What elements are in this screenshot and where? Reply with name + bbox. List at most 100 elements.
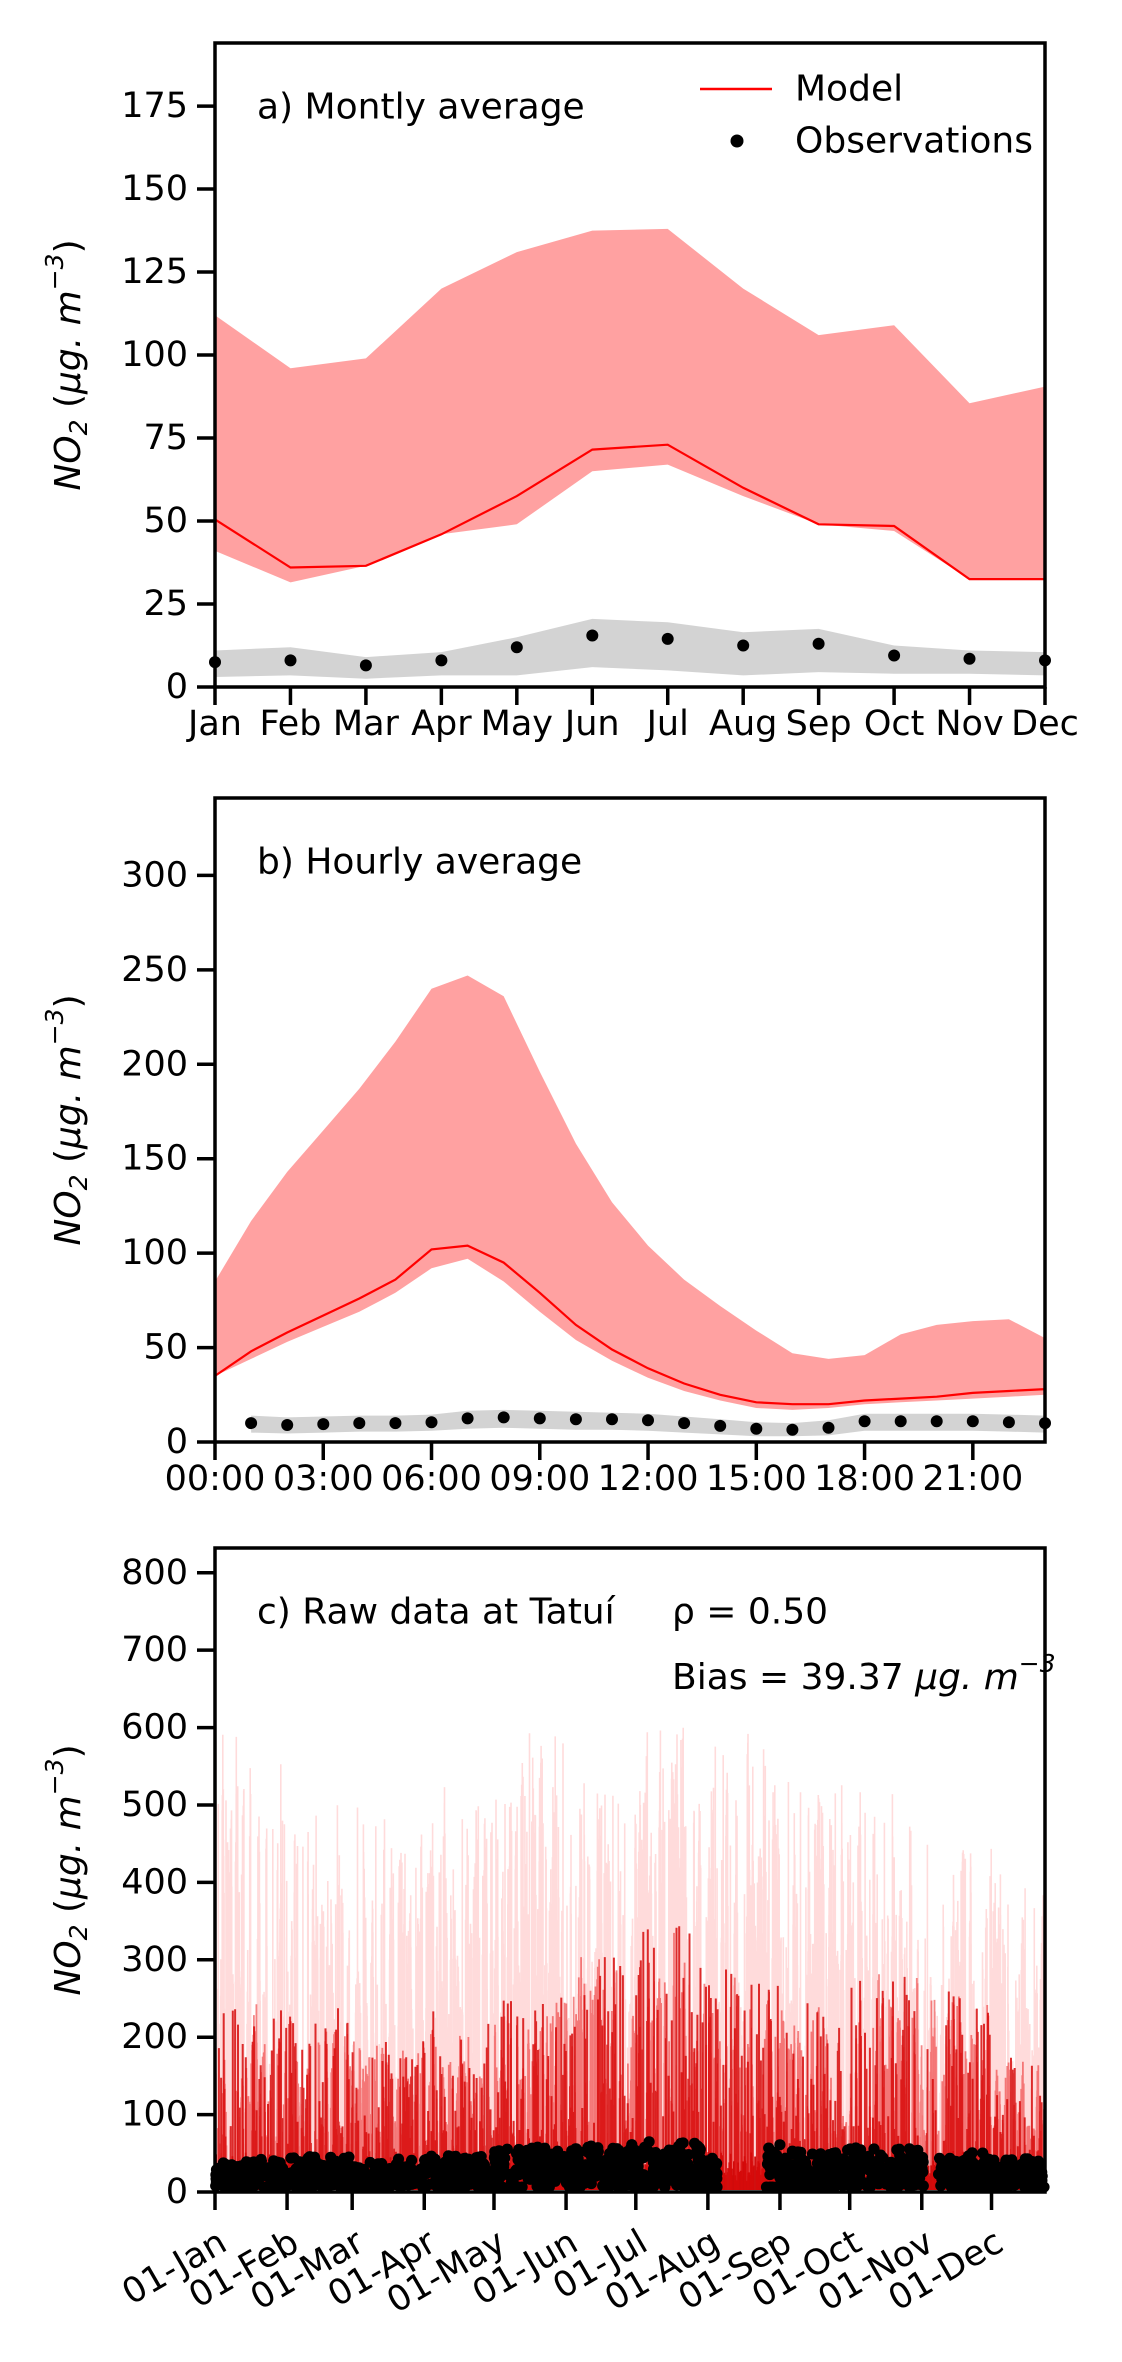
- x-tick-label: 15:00: [706, 1459, 807, 1499]
- x-tick-label: Sep: [786, 704, 852, 744]
- x-tick-label: Jul: [645, 704, 689, 744]
- observation-dot: [461, 1412, 474, 1425]
- observation-dot: [858, 1415, 871, 1428]
- data-layer: [209, 228, 1051, 2193]
- x-tick-label: Jun: [563, 704, 620, 744]
- y-tick-label: 0: [166, 667, 188, 707]
- text-layer: a) Montly average Model Observations b) …: [40, 69, 1056, 1996]
- observation-dot: [510, 641, 523, 654]
- y-tick-label: 250: [121, 950, 188, 990]
- observation-dot: [281, 1419, 294, 1431]
- x-tick-label: Dec: [1011, 704, 1079, 744]
- y-tick-label: 700: [121, 1630, 188, 1670]
- observation-dot: [714, 1419, 727, 1432]
- observation-dot: [1002, 1416, 1015, 1429]
- observation-dot: [930, 1415, 943, 1428]
- y-tick-label: 50: [143, 501, 188, 541]
- observation-dot: [822, 1421, 835, 1434]
- axes-panel-a: 0 25 50 75 100 125 150 175 Jan Feb Mar Apr May Jun Jul…: [121, 41, 1079, 744]
- observation-dot: [661, 632, 674, 645]
- observation-dot: [750, 1422, 763, 1435]
- y-tick-label: 100: [121, 1233, 188, 1273]
- x-tick-label: Jan: [186, 704, 242, 744]
- observation-dot: [737, 639, 750, 652]
- panel-c-title: c) Raw data at Tatuí: [257, 1592, 616, 1633]
- panel-a-title: a) Montly average: [257, 87, 585, 128]
- x-tick-label: 12:00: [598, 1459, 699, 1499]
- observation-dot: [606, 1413, 618, 1426]
- observation-dot: [586, 629, 599, 642]
- y-axis-label: NO2 (µg. m−3): [40, 1744, 93, 1995]
- x-tick-label: Feb: [259, 704, 321, 744]
- observation-dot: [888, 649, 901, 662]
- observation-dot: [963, 652, 976, 665]
- x-tick-label: May: [481, 704, 553, 744]
- y-tick-label: 600: [121, 1708, 188, 1748]
- observation-dot: [389, 1417, 402, 1430]
- band: [215, 228, 1045, 583]
- y-tick-label: 200: [121, 2017, 188, 2057]
- observation-dot: [317, 1418, 330, 1431]
- y-tick-label: 150: [121, 1139, 188, 1179]
- x-tick-label: 21:00: [922, 1459, 1023, 1499]
- band: [215, 618, 1045, 679]
- x-tick-label: 06:00: [381, 1459, 482, 1499]
- y-tick-label: 0: [166, 2172, 188, 2212]
- observation-dot: [245, 1417, 258, 1430]
- y-tick-label: 125: [121, 252, 188, 292]
- observation-dot: [894, 1415, 907, 1428]
- x-tick-label: 00:00: [165, 1459, 266, 1499]
- observation-dot: [966, 1415, 979, 1428]
- y-tick-label: 25: [143, 584, 188, 624]
- observation-dot: [786, 1423, 799, 1436]
- x-tick-label: 03:00: [273, 1459, 374, 1499]
- observation-dot: [812, 637, 825, 650]
- x-tick-label: Mar: [333, 704, 400, 744]
- y-tick-label: 150: [121, 169, 188, 209]
- legend-model-label: Model: [795, 69, 903, 110]
- x-tick-label: Oct: [864, 704, 925, 744]
- panel-c-data: [210, 1727, 1050, 2193]
- observation-dot: [425, 1416, 438, 1429]
- y-axis-label: NO2 (µg. m−3): [40, 994, 93, 1245]
- x-tick-label: Aug: [709, 704, 777, 744]
- y-tick-label: 400: [121, 1862, 188, 1902]
- y-tick-label: 300: [121, 855, 188, 895]
- y-tick-label: 50: [143, 1328, 188, 1368]
- model-line: [214, 443, 1045, 581]
- panel-a-data: [209, 228, 1051, 679]
- observation-dot: [435, 654, 448, 667]
- x-tick-label: Apr: [411, 704, 472, 744]
- y-tick-label: 800: [121, 1553, 188, 1593]
- observation-dot: [678, 1417, 691, 1430]
- y-tick-label: 300: [121, 1940, 188, 1980]
- observation-dot: [533, 1412, 546, 1425]
- axes-panel-b: 0 50 100 150 200 250 300 00:00 03:00 06:00 09:00 12…: [121, 796, 1047, 1499]
- panel-b-data: [214, 975, 1051, 1437]
- y-tick-label: 200: [121, 1044, 188, 1084]
- legend-observations-dot-icon: [730, 134, 744, 148]
- y-tick-label: 500: [121, 1785, 188, 1825]
- observation-dot: [569, 1413, 582, 1426]
- observation-dots: [210, 2136, 1050, 2193]
- band: [215, 975, 1045, 1410]
- observation-dot: [359, 659, 372, 672]
- observation-dot: [497, 1411, 510, 1424]
- model-line: [214, 1244, 1046, 1406]
- panel-b-title: b) Hourly average: [257, 842, 582, 883]
- y-tick-label: 0: [166, 1422, 188, 1462]
- y-tick-label: 75: [143, 418, 188, 458]
- x-tick-label: 09:00: [489, 1459, 590, 1499]
- x-tick-label: 18:00: [814, 1459, 915, 1499]
- legend-observations-label: Observations: [795, 121, 1033, 162]
- y-axis-label: NO2 (µg. m−3): [40, 239, 93, 490]
- y-tick-label: 100: [121, 335, 188, 375]
- x-tick-label: Nov: [935, 704, 1003, 744]
- observation-dot: [642, 1414, 654, 1427]
- bias-annotation: Bias = 39.37 µg. m−3: [672, 1649, 1056, 1698]
- observation-dot: [353, 1417, 366, 1430]
- y-tick-label: 100: [121, 2095, 188, 2135]
- y-tick-label: 175: [121, 86, 188, 126]
